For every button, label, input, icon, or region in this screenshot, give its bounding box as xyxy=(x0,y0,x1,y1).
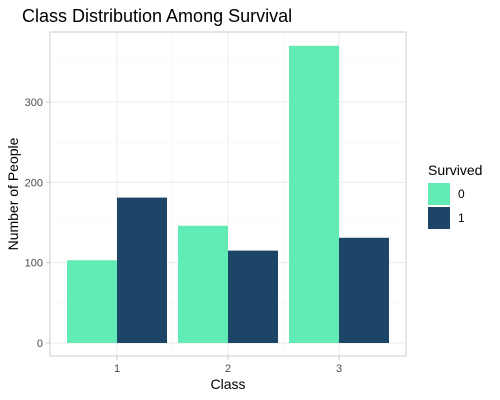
y-tick-label: 300 xyxy=(25,97,43,109)
bar-class-1-survived-1 xyxy=(117,197,167,343)
x-tick-label: 2 xyxy=(225,363,231,375)
bar-class-3-survived-0 xyxy=(289,45,339,344)
y-tick-label: 0 xyxy=(37,338,43,350)
x-axis-ticks: 1 2 3 xyxy=(114,356,342,375)
x-tick-label: 1 xyxy=(114,363,120,375)
legend-key-0 xyxy=(428,183,450,205)
legend-title: Survived xyxy=(428,162,482,178)
legend-label-1: 1 xyxy=(458,211,465,225)
y-axis-title: Number of People xyxy=(5,137,21,250)
y-axis-ticks: 0 100 200 300 xyxy=(25,97,50,350)
legend-label-0: 0 xyxy=(458,187,465,201)
x-tick-label: 3 xyxy=(336,363,342,375)
bar-class-3-survived-1 xyxy=(339,237,389,343)
y-tick-label: 200 xyxy=(25,177,43,189)
chart-title: Class Distribution Among Survival xyxy=(22,6,292,26)
x-axis-title: Class xyxy=(210,376,245,392)
bar-class-1-survived-0 xyxy=(67,260,117,343)
legend: Survived 0 1 xyxy=(428,162,482,229)
bars xyxy=(67,45,389,344)
y-tick-label: 100 xyxy=(25,258,43,270)
bar-class-2-survived-0 xyxy=(178,225,228,343)
legend-key-1 xyxy=(428,207,450,229)
bar-class-2-survived-1 xyxy=(228,250,278,343)
